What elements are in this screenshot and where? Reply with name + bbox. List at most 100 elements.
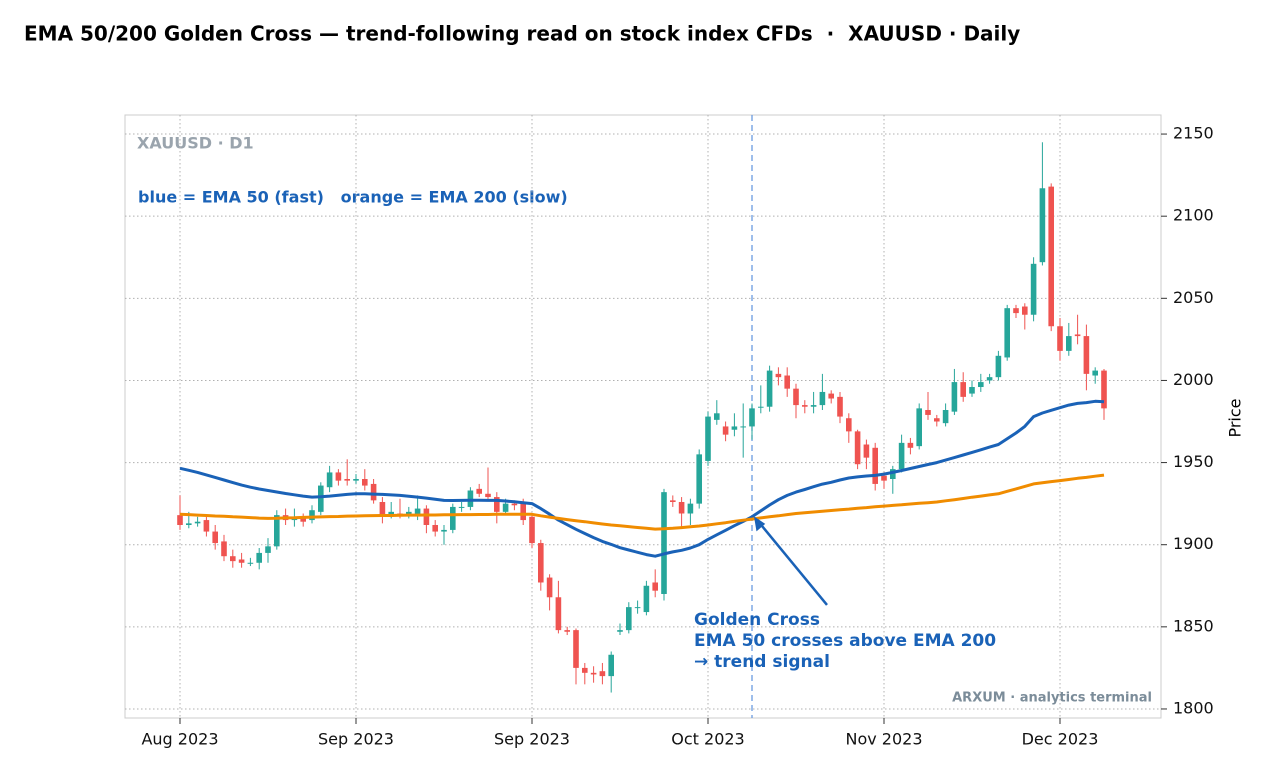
candle-body — [828, 393, 834, 399]
candle-body — [775, 373, 782, 378]
candle-body — [441, 529, 447, 532]
candle-body — [599, 671, 606, 677]
candle-body — [564, 630, 570, 632]
candle-body — [546, 577, 553, 598]
x-tick-label: Nov 2023 — [845, 730, 922, 749]
annotation-arrow — [756, 519, 828, 606]
candle-body — [423, 508, 430, 525]
x-tick-label: Oct 2023 — [671, 730, 744, 749]
candle-body — [934, 418, 940, 422]
candle-body — [494, 497, 500, 512]
candle-body — [951, 382, 958, 412]
annotation-text: EMA 50 crosses above EMA 200 — [694, 631, 996, 651]
candle-body — [758, 406, 764, 408]
candle-body — [555, 597, 562, 631]
candle-body — [1004, 308, 1010, 358]
candle-body — [1074, 334, 1081, 337]
candle-body — [309, 510, 315, 521]
y-tick-label: 1800 — [1173, 698, 1214, 717]
candle-body — [1083, 336, 1090, 374]
watermark: ARXUM · analytics terminal — [952, 691, 1152, 706]
candle-body — [590, 672, 597, 675]
y-axis-label: Price — [1226, 398, 1245, 437]
candle-body — [1057, 326, 1063, 351]
candle-body — [995, 355, 1002, 378]
candle-body — [978, 382, 984, 388]
candle-body — [617, 630, 623, 632]
y-tick-label: 2050 — [1173, 288, 1214, 307]
candle-body — [230, 556, 236, 562]
candle-body — [705, 416, 711, 461]
x-tick-label: Aug 2023 — [141, 730, 218, 749]
candle-body — [511, 503, 518, 506]
candle-body — [872, 447, 878, 484]
candle-body — [344, 479, 350, 481]
candle-body — [898, 442, 905, 470]
plot-frame — [124, 114, 1162, 719]
candle-body — [379, 501, 386, 517]
candle-body — [177, 515, 183, 525]
candle-body — [810, 405, 817, 407]
candle-body — [194, 521, 201, 524]
chart-title: EMA 50/200 Golden Cross — trend-followin… — [24, 22, 1020, 46]
candle-body — [652, 582, 658, 591]
candle-body — [634, 607, 641, 609]
ema-line — [179, 473, 1105, 531]
candle-body — [731, 426, 738, 430]
candle-body — [388, 511, 394, 516]
candle-body — [485, 493, 491, 498]
candle-body — [274, 515, 280, 547]
candle-body — [326, 472, 333, 488]
candle-body — [942, 410, 949, 424]
candle-body — [837, 396, 843, 417]
x-tick-label: Sep 2023 — [318, 730, 394, 749]
candle-body — [450, 506, 456, 530]
candle-body — [221, 541, 227, 557]
candle-body — [1039, 188, 1046, 263]
candle-body — [643, 585, 650, 613]
y-tick-label: 2000 — [1173, 370, 1214, 389]
candle-body — [846, 418, 852, 432]
candle-body — [722, 426, 729, 435]
candle-body — [696, 454, 702, 504]
candle-body — [529, 516, 535, 544]
candle-body — [1022, 306, 1028, 315]
candle-body — [212, 531, 218, 544]
candle-body — [432, 524, 438, 532]
candle-body — [1013, 308, 1019, 314]
candle-body — [318, 485, 324, 512]
candle-body — [203, 520, 210, 532]
legend-note: blue = EMA 50 (fast) orange = EMA 200 (s… — [138, 188, 568, 207]
candle-body — [986, 377, 993, 381]
candle-body — [1048, 186, 1054, 327]
candle-body — [238, 559, 245, 563]
candle-body — [793, 388, 799, 406]
annotation-text: Golden Cross — [694, 610, 820, 630]
candle-body — [414, 508, 421, 516]
y-tick-label: 2100 — [1173, 206, 1214, 225]
candle-body — [925, 410, 931, 415]
candle-body — [890, 469, 896, 480]
candle-body — [608, 654, 614, 677]
candle-body — [362, 479, 368, 486]
candle-body — [406, 511, 412, 516]
candle-body — [802, 405, 808, 407]
x-tick-label: Dec 2023 — [1022, 730, 1099, 749]
candle-body — [335, 472, 342, 481]
candle-body — [784, 375, 790, 389]
annotation-text: → trend signal — [694, 652, 830, 672]
x-tick-label: Sep 2023 — [494, 730, 570, 749]
y-tick-label: 2150 — [1173, 124, 1214, 143]
candle-body — [1030, 263, 1037, 315]
candle-body — [370, 483, 377, 501]
candle-body — [538, 543, 544, 583]
candle-body — [458, 506, 465, 508]
panel-label: XAUUSD · D1 — [137, 134, 254, 153]
y-tick-label: 1900 — [1173, 534, 1214, 553]
candle-body — [969, 387, 975, 394]
candle-body — [1092, 370, 1098, 376]
candle-body — [854, 431, 861, 465]
candle-body — [960, 382, 966, 397]
candle-body — [670, 500, 676, 502]
